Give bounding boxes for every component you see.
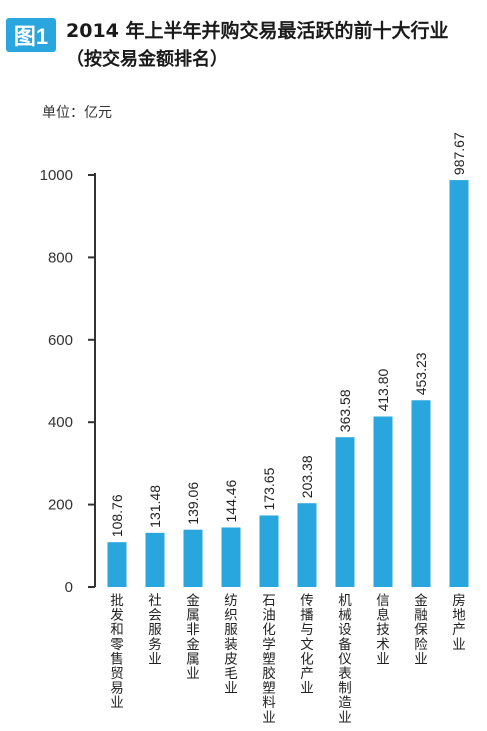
bar-value-label: 173.65 (261, 467, 277, 510)
bar (145, 532, 165, 587)
category-label: 社会服务业 (148, 593, 162, 667)
bar (183, 529, 203, 587)
bar (335, 437, 355, 587)
bar-value-label: 987.67 (451, 132, 467, 175)
unit-label: 单位：亿元 (42, 105, 112, 121)
y-tick-label: 800 (48, 249, 73, 266)
y-tick-label: 200 (48, 497, 73, 514)
category-label: 金融保险业 (414, 593, 428, 667)
bar-value-label: 108.76 (109, 494, 125, 537)
y-tick-label: 1000 (40, 167, 73, 184)
category-label: 信息技术业 (376, 593, 390, 667)
category-label: 批发和零售贸易业 (110, 593, 124, 711)
bar-value-label: 203.38 (299, 455, 315, 498)
category-label: 房地产业 (452, 593, 466, 653)
bar-value-label: 453.23 (413, 352, 429, 395)
bar (297, 503, 317, 587)
chart-title: 2014 年上半年并购交易最活跃的前十大行业 (66, 20, 449, 42)
category-label: 传播与文化产业 (300, 593, 314, 697)
y-tick-label: 600 (48, 332, 73, 349)
bar (449, 180, 469, 587)
bar-value-label: 144.46 (223, 479, 239, 522)
bar (259, 515, 279, 587)
bar (107, 542, 127, 587)
category-label: 石油化学塑胶塑料业 (262, 593, 276, 726)
bar-value-label: 131.48 (147, 485, 163, 528)
bar-value-label: 363.58 (337, 389, 353, 432)
bar (221, 527, 241, 587)
category-label: 机械设备仪表制造业 (338, 593, 352, 726)
category-label: 金属非金属业 (186, 593, 200, 682)
bar (373, 416, 393, 587)
y-tick-label: 0 (65, 579, 73, 596)
chart-subtitle: （按交易金额排名） (66, 49, 228, 70)
y-tick-label: 400 (48, 414, 73, 431)
bar (411, 400, 431, 587)
bar-value-label: 413.80 (375, 368, 391, 411)
category-label: 纺织服装皮毛业 (224, 593, 238, 697)
figure-badge: 图1 (6, 18, 56, 52)
bar-value-label: 139.06 (185, 482, 201, 525)
